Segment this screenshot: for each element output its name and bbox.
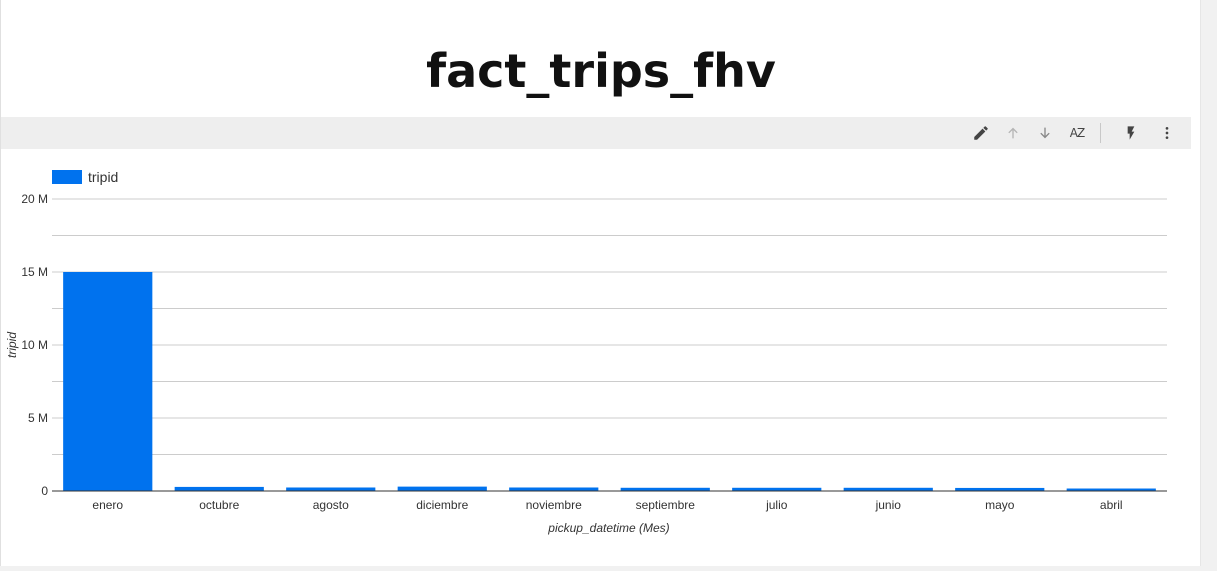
x-tick-label: junio (875, 498, 902, 512)
y-tick-label: 5 M (28, 411, 48, 425)
y-tick-label: 20 M (21, 192, 48, 206)
y-tick-labels: 0 5 M 10 M 15 M 20 M (21, 192, 48, 498)
page-title: fact_trips_fhv (426, 44, 776, 98)
x-tick-label: diciembre (416, 498, 468, 512)
bar-diciembre[interactable] (397, 486, 487, 491)
sort-az-label: AZ (1069, 126, 1085, 140)
legend-swatch (52, 170, 82, 184)
bar-chart: 0 5 M 10 M 15 M 20 M enero octubre agosto dicie… (1, 150, 1191, 566)
x-tick-label: noviembre (526, 498, 582, 512)
bar-noviembre[interactable] (509, 487, 599, 491)
toolbar-divider (1100, 123, 1101, 143)
y-axis-title: tripid (5, 332, 19, 358)
bar-julio[interactable] (732, 487, 822, 491)
x-tick-label: julio (765, 498, 788, 512)
x-axis-title: pickup_datetime (Mes) (547, 521, 669, 535)
legend-label: tripid (88, 169, 118, 185)
x-tick-label: mayo (985, 498, 1015, 512)
report-panel: fact_trips_fhv AZ 0 5 M 10 M 15 M 20 M enero… (0, 0, 1200, 566)
legend[interactable]: tripid (52, 169, 118, 185)
x-tick-label: agosto (313, 498, 349, 512)
bar-mayo[interactable] (955, 487, 1045, 491)
scrollbar[interactable] (1200, 0, 1217, 566)
pencil-icon[interactable] (967, 117, 995, 149)
y-tick-label: 10 M (21, 338, 48, 352)
x-tick-label: septiembre (636, 498, 696, 512)
bars (63, 272, 1156, 491)
x-tick-label: enero (92, 498, 123, 512)
bar-abril[interactable] (1066, 488, 1156, 491)
bar-septiembre[interactable] (620, 487, 710, 491)
bolt-icon[interactable] (1117, 117, 1145, 149)
grid-lines (52, 198, 1167, 455)
bar-enero[interactable] (63, 272, 153, 491)
x-tick-label: octubre (199, 498, 239, 512)
bar-agosto[interactable] (286, 487, 376, 491)
more-vert-icon[interactable] (1153, 117, 1181, 149)
x-tick-label: abril (1100, 498, 1123, 512)
sort-az-icon[interactable]: AZ (1063, 117, 1091, 149)
y-tick-label: 15 M (21, 265, 48, 279)
arrow-up-icon[interactable] (999, 117, 1027, 149)
chart-toolbar: AZ (1, 117, 1191, 149)
y-tick-label: 0 (41, 484, 48, 498)
bar-octubre[interactable] (174, 486, 264, 491)
arrow-down-icon[interactable] (1031, 117, 1059, 149)
bar-junio[interactable] (843, 487, 933, 491)
x-tick-labels: enero octubre agosto diciembre noviembre sept… (92, 498, 1122, 512)
chart-svg: 0 5 M 10 M 15 M 20 M enero octubre agosto dicie… (5, 169, 1167, 535)
